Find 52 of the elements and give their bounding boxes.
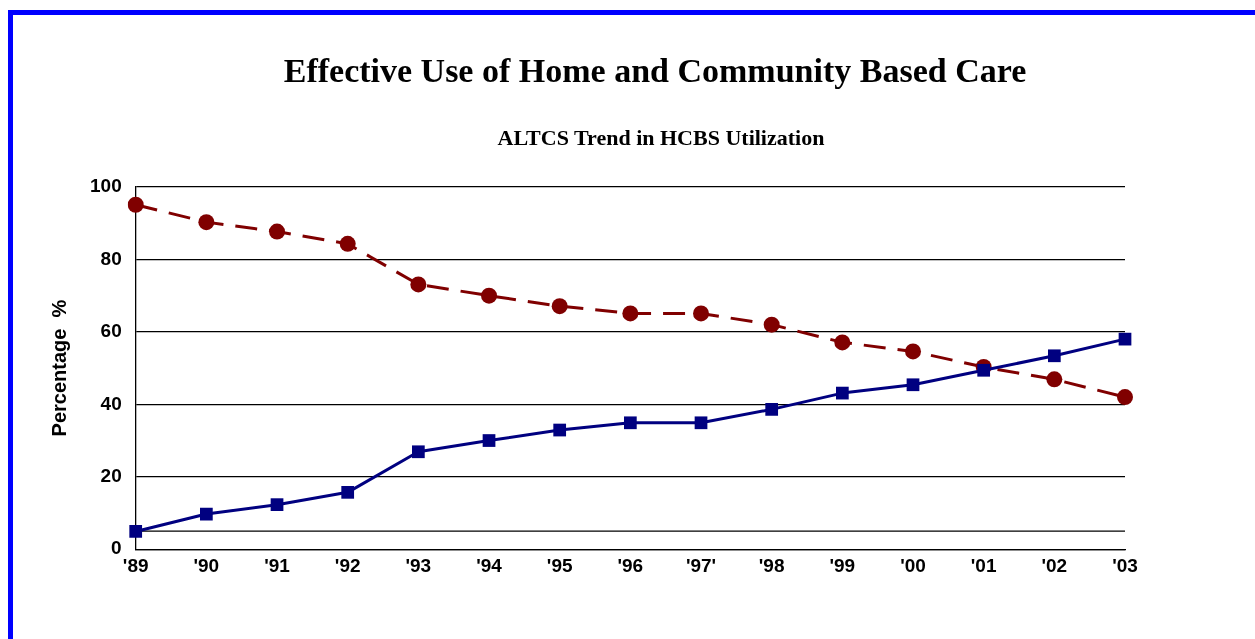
point: [553, 423, 567, 437]
x-tick-label: '96: [617, 554, 644, 576]
x-tick-label: '01: [970, 554, 997, 576]
y-tick-label: 0: [111, 537, 122, 559]
point: [622, 305, 639, 322]
point: [1047, 349, 1061, 363]
y-tick-label: 60: [100, 320, 122, 342]
point: [1046, 371, 1063, 388]
point: [835, 386, 849, 400]
point: [905, 343, 922, 360]
point: [411, 445, 425, 459]
point: [127, 196, 144, 213]
chart-title: Effective Use of Home and Community Based Care: [282, 52, 1028, 90]
x-tick-label: '94: [476, 554, 503, 576]
x-tick-label: '03: [1112, 554, 1138, 576]
point: [339, 235, 356, 252]
point: [481, 287, 498, 304]
point: [834, 334, 851, 351]
y-axis-title: Percentage %: [47, 299, 70, 437]
point: [623, 416, 637, 430]
x-tick-label: '93: [405, 554, 432, 576]
y-tick-label: 40: [100, 392, 122, 414]
point: [198, 214, 215, 231]
point: [341, 485, 355, 499]
y-tick-label: 100: [90, 175, 122, 197]
point: [694, 416, 708, 430]
x-tick-label: '90: [193, 554, 220, 576]
x-tick-label: '91: [264, 554, 291, 576]
chart-subtitle: ALTCS Trend in HCBS Utilization: [496, 125, 826, 151]
x-tick-label: '00: [900, 554, 926, 576]
point: [200, 507, 213, 521]
x-tick-label: '98: [758, 554, 785, 576]
y-tick-label: 80: [100, 247, 122, 269]
x-tick-label: '97': [685, 554, 717, 576]
point: [270, 498, 284, 512]
point: [1117, 389, 1133, 406]
point: [482, 434, 496, 447]
point: [906, 378, 920, 392]
x-tick-label: '89: [122, 554, 149, 576]
point: [763, 316, 780, 333]
point: [551, 298, 568, 315]
point: [129, 525, 143, 538]
y-tick-label: 20: [100, 464, 122, 486]
point: [977, 363, 991, 377]
point: [693, 305, 710, 322]
x-tick-label: '95: [546, 554, 573, 576]
point: [765, 403, 779, 416]
x-tick-label: '02: [1041, 554, 1068, 576]
point: [269, 223, 286, 240]
x-tick-label: '99: [829, 554, 856, 576]
x-tick-label: '92: [334, 554, 361, 576]
point: [410, 276, 427, 293]
